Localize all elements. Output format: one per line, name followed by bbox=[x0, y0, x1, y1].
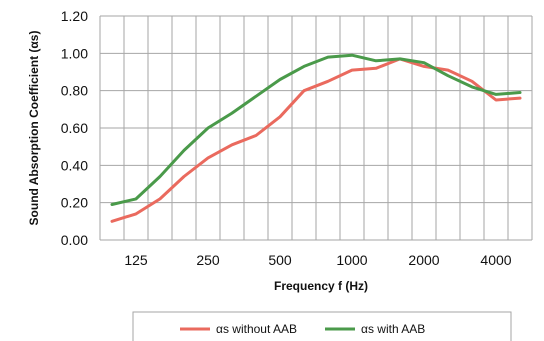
series-lines bbox=[110, 53, 522, 223]
x-tick-labels: 125 250 500 1000 2000 4000 bbox=[124, 252, 511, 268]
y-tick-label: 0.00 bbox=[61, 232, 88, 248]
legend: αs without AAB αs with AAB bbox=[132, 311, 512, 341]
grid bbox=[99, 15, 533, 241]
x-tick-label: 4000 bbox=[480, 252, 511, 268]
x-tick-label: 125 bbox=[124, 252, 148, 268]
series-line-1 bbox=[110, 57, 522, 223]
x-tick-label: 2000 bbox=[408, 252, 439, 268]
legend-label-1: αs without AAB bbox=[216, 322, 297, 336]
y-tick-label: 0.60 bbox=[61, 120, 88, 136]
y-axis-title: Sound Absorption Coefficient (αs) bbox=[27, 31, 41, 226]
x-tick-label: 1000 bbox=[336, 252, 367, 268]
legend-box bbox=[132, 311, 512, 341]
y-tick-label: 0.20 bbox=[61, 195, 88, 211]
x-tick-label: 500 bbox=[268, 252, 292, 268]
legend-label-2: αs with AAB bbox=[361, 322, 425, 336]
y-tick-label: 1.20 bbox=[61, 8, 88, 24]
y-tick-label: 1.00 bbox=[61, 45, 88, 61]
y-tick-labels: 0.00 0.20 0.40 0.60 0.80 1.00 1.20 bbox=[61, 8, 88, 248]
y-tick-label: 0.40 bbox=[61, 157, 88, 173]
y-tick-label: 0.80 bbox=[61, 83, 88, 99]
series-line-2 bbox=[110, 53, 522, 206]
x-axis-title: Frequency f (Hz) bbox=[274, 279, 368, 293]
x-tick-label: 250 bbox=[196, 252, 220, 268]
